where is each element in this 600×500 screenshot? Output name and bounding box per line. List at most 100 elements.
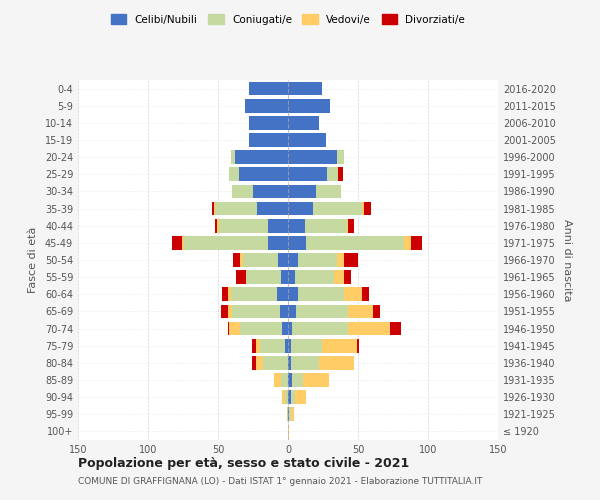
Bar (280, 304, 288, 318)
Bar (228, 304, 232, 318)
Bar (288, 184, 316, 198)
Bar (337, 150, 344, 164)
Bar (288, 82, 322, 96)
Bar (283, 390, 285, 404)
Bar (334, 270, 344, 284)
Bar (233, 253, 241, 267)
Bar (288, 202, 313, 215)
Bar (232, 304, 280, 318)
Text: Popolazione per età, sesso e stato civile - 2021: Popolazione per età, sesso e stato civil… (78, 458, 409, 470)
Bar (288, 133, 326, 147)
Bar (288, 270, 295, 284)
Bar (288, 168, 327, 181)
Bar (288, 304, 296, 318)
Bar (364, 202, 371, 215)
Bar (239, 168, 288, 181)
Bar (274, 373, 281, 387)
Bar (257, 202, 288, 215)
Bar (362, 202, 364, 215)
Bar (215, 202, 257, 215)
Bar (289, 408, 291, 421)
Bar (292, 322, 348, 336)
Bar (277, 288, 288, 301)
Bar (236, 270, 246, 284)
Bar (249, 116, 288, 130)
Bar (291, 390, 295, 404)
Bar (347, 219, 348, 232)
Bar (249, 82, 288, 96)
Bar (246, 270, 281, 284)
Bar (288, 339, 291, 352)
Bar (296, 304, 348, 318)
Bar (253, 184, 288, 198)
Bar (411, 236, 422, 250)
Bar (182, 236, 184, 250)
Bar (337, 253, 344, 267)
Bar (232, 184, 253, 198)
Bar (256, 339, 260, 352)
Bar (215, 219, 217, 232)
Bar (251, 356, 256, 370)
Bar (288, 236, 306, 250)
Bar (295, 270, 334, 284)
Bar (313, 202, 362, 215)
Bar (356, 339, 359, 352)
Bar (291, 408, 293, 421)
Bar (348, 322, 390, 336)
Bar (288, 116, 319, 130)
Bar (287, 408, 288, 421)
Bar (222, 288, 228, 301)
Bar (298, 288, 344, 301)
Bar (228, 322, 229, 336)
Bar (344, 288, 362, 301)
Bar (281, 270, 288, 284)
Y-axis label: Fasce di età: Fasce di età (28, 227, 38, 293)
Bar (288, 408, 289, 421)
Bar (230, 288, 277, 301)
Bar (288, 356, 291, 370)
Bar (288, 373, 292, 387)
Text: COMUNE DI GRAFFIGNANA (LO) - Dati ISTAT 1° gennaio 2021 - Elaborazione TUTTITALI: COMUNE DI GRAFFIGNANA (LO) - Dati ISTAT … (78, 478, 482, 486)
Bar (298, 253, 337, 267)
Bar (214, 202, 215, 215)
Bar (263, 356, 288, 370)
Bar (288, 99, 330, 112)
Bar (278, 253, 288, 267)
Bar (327, 168, 338, 181)
Bar (256, 356, 263, 370)
Bar (172, 236, 182, 250)
Bar (288, 219, 305, 232)
Bar (243, 253, 278, 267)
Bar (291, 356, 319, 370)
Bar (288, 390, 291, 404)
Bar (228, 288, 230, 301)
Bar (251, 339, 256, 352)
Bar (344, 253, 358, 267)
Bar (285, 390, 288, 404)
Bar (390, 322, 401, 336)
Bar (260, 339, 285, 352)
Bar (316, 184, 341, 198)
Bar (268, 219, 288, 232)
Bar (348, 304, 373, 318)
Bar (295, 390, 306, 404)
Y-axis label: Anni di nascita: Anni di nascita (562, 219, 572, 301)
Bar (268, 236, 288, 250)
Bar (184, 236, 268, 250)
Bar (249, 133, 288, 147)
Bar (291, 339, 322, 352)
Bar (306, 236, 404, 250)
Bar (283, 322, 288, 336)
Bar (235, 150, 288, 164)
Bar (338, 168, 343, 181)
Bar (288, 322, 292, 336)
Bar (288, 288, 298, 301)
Bar (404, 236, 411, 250)
Bar (212, 202, 214, 215)
Bar (319, 356, 354, 370)
Bar (221, 304, 228, 318)
Bar (292, 373, 304, 387)
Bar (230, 150, 235, 164)
Bar (229, 322, 241, 336)
Bar (304, 373, 329, 387)
